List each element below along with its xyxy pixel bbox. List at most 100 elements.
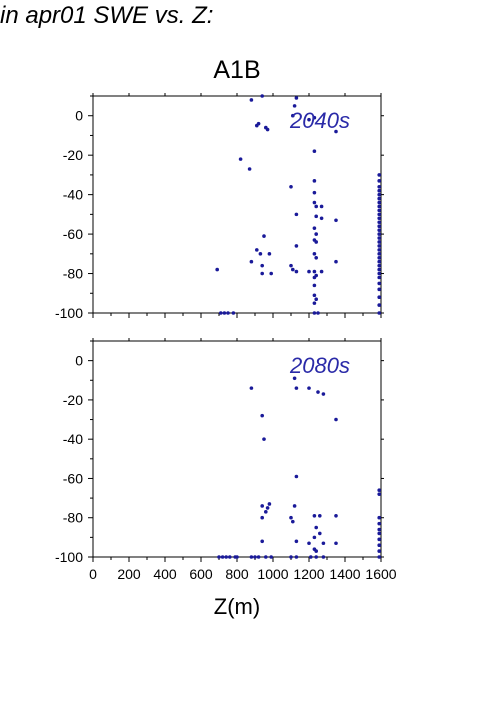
data-point (312, 301, 317, 305)
y-tick-label: -40 (63, 431, 83, 447)
x-axis-label: Z(m) (213, 594, 261, 619)
data-point (377, 303, 382, 307)
panel-label-2080s: 2080s (289, 353, 350, 378)
data-point (312, 293, 317, 298)
data-point (377, 248, 382, 252)
data-point (289, 555, 293, 559)
data-point (269, 555, 274, 559)
data-point (377, 492, 382, 496)
data-point (294, 96, 299, 100)
data-point (377, 252, 382, 256)
data-point (334, 129, 338, 134)
data-point (377, 549, 382, 553)
data-point (307, 386, 311, 390)
x-tick-label: 600 (189, 566, 213, 582)
x-tick-label: 0 (89, 566, 97, 582)
data-point (294, 212, 299, 217)
data-point (309, 555, 313, 559)
chart-title: A1B (213, 56, 261, 84)
data-point (377, 216, 382, 221)
data-point (289, 263, 293, 268)
data-point (254, 248, 259, 252)
data-point (265, 506, 270, 510)
data-point (377, 240, 382, 244)
data-point (307, 541, 311, 546)
data-point (292, 504, 297, 508)
data-point (265, 127, 270, 132)
y-tick-label: -80 (63, 266, 83, 282)
data-point (377, 281, 382, 286)
data-point (217, 555, 221, 559)
x-tick-label: 800 (225, 566, 249, 582)
data-point (377, 220, 382, 225)
data-point (314, 525, 319, 530)
y-tick-label: -100 (55, 549, 83, 565)
data-point (377, 515, 382, 520)
data-point (377, 531, 382, 536)
data-point (249, 259, 254, 264)
panel-label-2040s: 2040s (289, 108, 350, 133)
data-point (377, 543, 382, 548)
data-point (312, 149, 317, 154)
data-point (377, 267, 382, 272)
data-point (249, 386, 254, 390)
data-point (294, 386, 299, 390)
data-point (314, 214, 319, 219)
data-point (321, 555, 326, 559)
data-point (249, 555, 254, 559)
data-point (316, 311, 320, 315)
data-point (318, 513, 322, 518)
data-point (256, 555, 261, 559)
data-point (377, 295, 382, 300)
data-point (377, 212, 382, 217)
data-point (377, 200, 382, 205)
data-point (260, 539, 265, 544)
data-point (314, 297, 319, 301)
data-point (292, 376, 297, 381)
data-point (294, 555, 299, 559)
data-point (219, 311, 223, 315)
x-tick-label: 1200 (293, 566, 324, 582)
data-point (377, 224, 382, 228)
data-point (377, 228, 382, 232)
x-tick-label: 1400 (329, 566, 360, 582)
data-point (377, 527, 382, 532)
data-point (235, 555, 239, 559)
data-point (215, 267, 219, 272)
data-point (294, 474, 299, 479)
data-point (291, 267, 295, 272)
data-point (260, 263, 265, 268)
data-point (334, 513, 338, 518)
data-point (314, 240, 319, 244)
data-point (238, 157, 243, 161)
data-point (377, 287, 382, 292)
data-point (334, 541, 338, 546)
y-tick-label: -60 (63, 226, 83, 242)
x-tick-label: 1000 (257, 566, 288, 582)
data-point (377, 236, 382, 240)
data-point (312, 311, 317, 315)
data-point (377, 537, 382, 542)
data-point (249, 98, 254, 102)
data-point (314, 204, 319, 209)
data-point (264, 555, 268, 559)
data-point (377, 275, 382, 280)
data-point (312, 226, 317, 230)
data-point (314, 273, 319, 278)
y-tick-label: -100 (55, 305, 83, 321)
data-point (321, 392, 326, 396)
data-point (267, 502, 272, 506)
data-point (321, 541, 326, 546)
data-point (224, 555, 228, 559)
data-point (231, 311, 236, 315)
page-title: in apr01 SWE vs. Z: (0, 2, 214, 29)
data-point (226, 311, 230, 315)
data-point (314, 232, 319, 236)
data-point (312, 513, 317, 518)
data-point (377, 179, 382, 183)
data-point (262, 437, 266, 441)
data-point (294, 244, 299, 248)
data-point (291, 519, 295, 524)
data-point (267, 252, 272, 256)
data-point (334, 218, 338, 223)
